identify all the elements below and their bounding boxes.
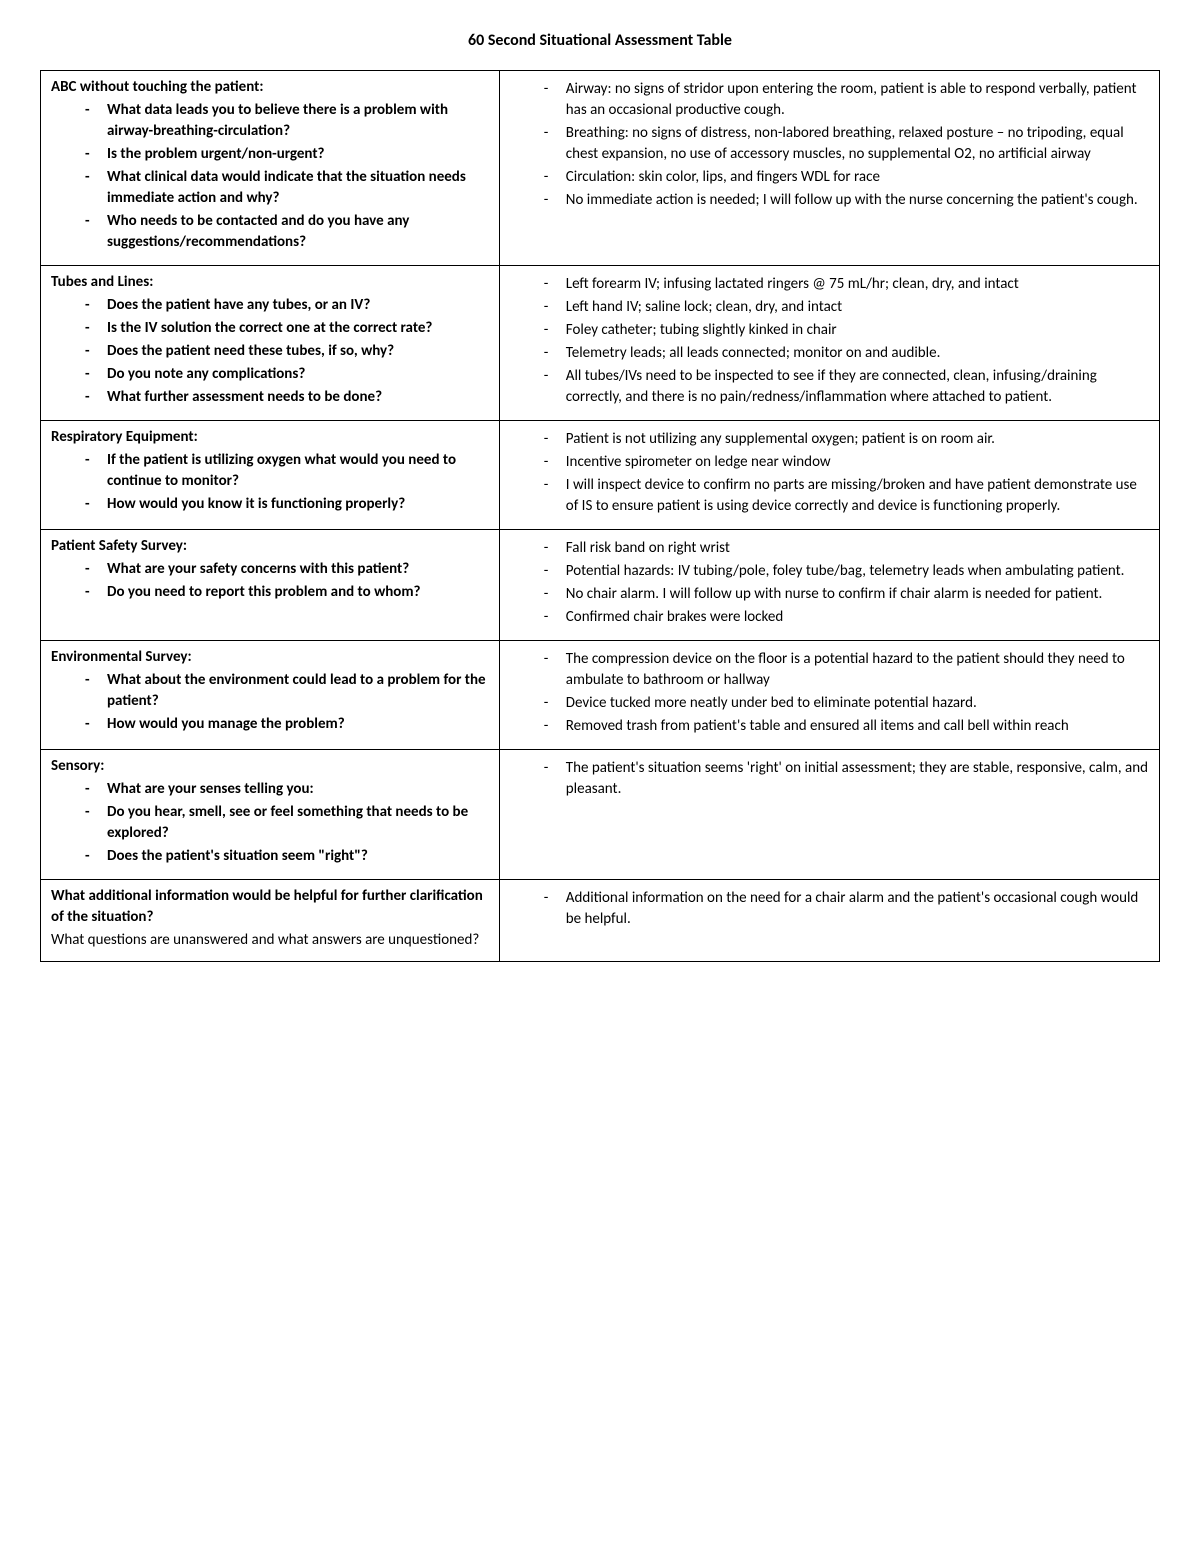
answer-cell: The compression device on the floor is a… (499, 641, 1159, 750)
list-item: Device tucked more neatly under bed to e… (544, 693, 1149, 714)
answer-cell: Airway: no signs of stridor upon enterin… (499, 71, 1159, 266)
list-item: Does the patient need these tubes, if so… (85, 341, 489, 362)
answer-cell: The patient's situation seems 'right' on… (499, 750, 1159, 880)
answer-list: Fall risk band on right wristPotential h… (510, 538, 1149, 628)
list-item: How would you manage the problem? (85, 714, 489, 735)
list-item: If the patient is utilizing oxygen what … (85, 450, 489, 492)
answer-cell: Additional information on the need for a… (499, 880, 1159, 962)
list-item: How would you know it is functioning pro… (85, 494, 489, 515)
list-item: Is the IV solution the correct one at th… (85, 318, 489, 339)
section-heading: Tubes and Lines: (51, 272, 489, 293)
list-item: What further assessment needs to be done… (85, 387, 489, 408)
question-list: What data leads you to believe there is … (51, 100, 489, 253)
list-item: What data leads you to believe there is … (85, 100, 489, 142)
list-item: The compression device on the floor is a… (544, 649, 1149, 691)
list-item: What clinical data would indicate that t… (85, 167, 489, 209)
answer-list: The patient's situation seems 'right' on… (510, 758, 1149, 800)
list-item: All tubes/IVs need to be inspected to se… (544, 366, 1149, 408)
question-cell: Respiratory Equipment:If the patient is … (41, 421, 500, 530)
list-item: I will inspect device to confirm no part… (544, 475, 1149, 517)
table-row: Environmental Survey:What about the envi… (41, 641, 1160, 750)
list-item: What are your senses telling you: (85, 779, 489, 800)
answer-cell: Fall risk band on right wristPotential h… (499, 530, 1159, 641)
section-heading: Environmental Survey: (51, 647, 489, 668)
list-item: Do you note any complications? (85, 364, 489, 385)
page-title: 60 Second Situational Assessment Table (40, 30, 1160, 52)
answer-cell: Patient is not utilizing any supplementa… (499, 421, 1159, 530)
table-row: Patient Safety Survey:What are your safe… (41, 530, 1160, 641)
question-cell: Tubes and Lines:Does the patient have an… (41, 266, 500, 421)
table-row: ABC without touching the patient:What da… (41, 71, 1160, 266)
question-cell: Environmental Survey:What about the envi… (41, 641, 500, 750)
section-subtext: What questions are unanswered and what a… (51, 930, 489, 951)
list-item: The patient's situation seems 'right' on… (544, 758, 1149, 800)
section-heading: Patient Safety Survey: (51, 536, 489, 557)
list-item: Do you need to report this problem and t… (85, 582, 489, 603)
table-row: What additional information would be hel… (41, 880, 1160, 962)
list-item: Patient is not utilizing any supplementa… (544, 429, 1149, 450)
list-item: Do you hear, smell, see or feel somethin… (85, 802, 489, 844)
table-row: Respiratory Equipment:If the patient is … (41, 421, 1160, 530)
list-item: Telemetry leads; all leads connected; mo… (544, 343, 1149, 364)
answer-list: Airway: no signs of stridor upon enterin… (510, 79, 1149, 211)
question-cell: What additional information would be hel… (41, 880, 500, 962)
list-item: Incentive spirometer on ledge near windo… (544, 452, 1149, 473)
answer-cell: Left forearm IV; infusing lactated ringe… (499, 266, 1159, 421)
question-list: What about the environment could lead to… (51, 670, 489, 735)
list-item: What are your safety concerns with this … (85, 559, 489, 580)
list-item: Circulation: skin color, lips, and finge… (544, 167, 1149, 188)
list-item: Potential hazards: IV tubing/pole, foley… (544, 561, 1149, 582)
answer-list: Left forearm IV; infusing lactated ringe… (510, 274, 1149, 408)
list-item: Left forearm IV; infusing lactated ringe… (544, 274, 1149, 295)
list-item: Left hand IV; saline lock; clean, dry, a… (544, 297, 1149, 318)
list-item: Fall risk band on right wrist (544, 538, 1149, 559)
list-item: No chair alarm. I will follow up with nu… (544, 584, 1149, 605)
list-item: Is the problem urgent/non-urgent? (85, 144, 489, 165)
question-cell: Patient Safety Survey:What are your safe… (41, 530, 500, 641)
list-item: Breathing: no signs of distress, non-lab… (544, 123, 1149, 165)
question-list: Does the patient have any tubes, or an I… (51, 295, 489, 408)
list-item: Confirmed chair brakes were locked (544, 607, 1149, 628)
list-item: Airway: no signs of stridor upon enterin… (544, 79, 1149, 121)
list-item: Who needs to be contacted and do you hav… (85, 211, 489, 253)
section-heading: Respiratory Equipment: (51, 427, 489, 448)
list-item: No immediate action is needed; I will fo… (544, 190, 1149, 211)
question-list: What are your senses telling you:Do you … (51, 779, 489, 867)
list-item: Additional information on the need for a… (544, 888, 1149, 930)
list-item: Removed trash from patient's table and e… (544, 716, 1149, 737)
list-item: Foley catheter; tubing slightly kinked i… (544, 320, 1149, 341)
question-list: What are your safety concerns with this … (51, 559, 489, 603)
answer-list: The compression device on the floor is a… (510, 649, 1149, 737)
question-cell: ABC without touching the patient:What da… (41, 71, 500, 266)
section-heading: ABC without touching the patient: (51, 77, 489, 98)
answer-list: Patient is not utilizing any supplementa… (510, 429, 1149, 517)
list-item: Does the patient have any tubes, or an I… (85, 295, 489, 316)
section-heading: Sensory: (51, 756, 489, 777)
table-row: Tubes and Lines:Does the patient have an… (41, 266, 1160, 421)
question-cell: Sensory:What are your senses telling you… (41, 750, 500, 880)
answer-list: Additional information on the need for a… (510, 888, 1149, 930)
section-heading: What additional information would be hel… (51, 886, 489, 928)
assessment-table: ABC without touching the patient:What da… (40, 70, 1160, 962)
question-list: If the patient is utilizing oxygen what … (51, 450, 489, 515)
table-row: Sensory:What are your senses telling you… (41, 750, 1160, 880)
list-item: Does the patient's situation seem "right… (85, 846, 489, 867)
list-item: What about the environment could lead to… (85, 670, 489, 712)
